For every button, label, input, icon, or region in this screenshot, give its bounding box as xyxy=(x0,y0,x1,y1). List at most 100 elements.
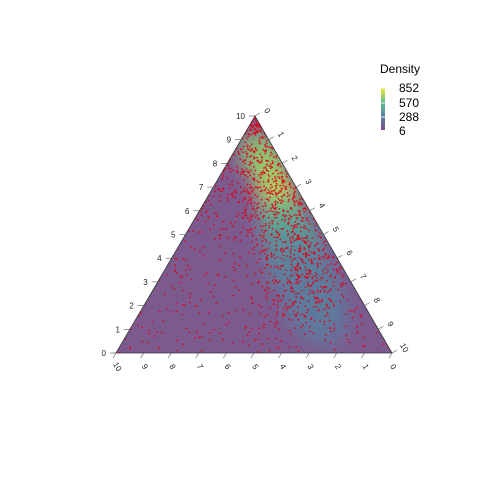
sample-point xyxy=(254,210,257,213)
sample-point xyxy=(161,331,164,334)
sample-point xyxy=(276,175,279,178)
sample-point xyxy=(305,255,307,258)
sample-point xyxy=(293,196,296,198)
sample-point xyxy=(279,340,282,343)
sample-point xyxy=(266,337,269,340)
sample-point xyxy=(237,151,240,153)
sample-point xyxy=(192,230,195,233)
sample-point xyxy=(253,128,256,131)
sample-point xyxy=(280,250,282,252)
sample-point xyxy=(242,151,244,154)
sample-point xyxy=(214,190,216,193)
sample-point xyxy=(258,218,261,221)
sample-point xyxy=(351,316,354,319)
sample-point xyxy=(344,325,347,328)
sample-point xyxy=(287,223,289,225)
sample-point xyxy=(268,242,271,244)
sample-point xyxy=(248,163,251,166)
sample-point xyxy=(336,271,339,274)
sample-point xyxy=(286,210,289,213)
sample-point xyxy=(236,169,239,172)
sample-point xyxy=(296,269,299,272)
sample-point xyxy=(268,226,271,229)
sample-point xyxy=(262,181,265,183)
sample-point xyxy=(303,246,306,249)
sample-point xyxy=(306,217,308,219)
sample-point xyxy=(272,299,274,301)
sample-point xyxy=(278,199,281,202)
sample-point xyxy=(279,265,282,268)
sample-point xyxy=(281,250,284,253)
sample-point xyxy=(248,132,250,135)
sample-point xyxy=(297,265,300,268)
sample-point xyxy=(291,288,294,290)
sample-point xyxy=(272,156,275,158)
sample-point xyxy=(232,266,235,269)
sample-point xyxy=(214,284,216,287)
sample-point xyxy=(274,200,277,203)
sample-point xyxy=(251,298,253,300)
sample-point xyxy=(281,176,284,179)
sample-point xyxy=(303,211,306,213)
sample-point xyxy=(317,235,319,237)
sample-point xyxy=(311,276,314,279)
sample-point xyxy=(259,234,261,237)
sample-point xyxy=(336,261,338,264)
bottom-axis-tick-mark xyxy=(250,352,255,359)
sample-point xyxy=(296,313,298,316)
sample-point xyxy=(256,214,259,217)
sample-point xyxy=(263,214,266,217)
sample-point xyxy=(304,237,306,240)
sample-point xyxy=(263,172,266,175)
sample-point xyxy=(219,237,222,240)
sample-point xyxy=(270,192,273,195)
sample-point xyxy=(181,276,184,279)
sample-point xyxy=(246,188,249,191)
sample-point xyxy=(276,211,279,214)
sample-point xyxy=(294,282,297,285)
sample-point xyxy=(246,275,248,278)
sample-point xyxy=(242,212,244,214)
sample-point xyxy=(244,326,247,329)
sample-point xyxy=(318,249,320,252)
sample-point xyxy=(274,216,276,219)
sample-point xyxy=(279,171,282,174)
sample-point xyxy=(276,346,279,348)
sample-point xyxy=(290,206,292,209)
sample-point xyxy=(326,305,328,307)
sample-point xyxy=(295,214,298,217)
sample-point xyxy=(251,228,253,231)
sample-point xyxy=(280,201,283,203)
sample-point xyxy=(344,313,347,315)
sample-point xyxy=(273,289,275,292)
sample-point xyxy=(258,280,260,283)
sample-point xyxy=(153,335,156,337)
sample-point xyxy=(333,329,335,331)
sample-point xyxy=(248,313,251,315)
sample-point xyxy=(253,150,256,153)
sample-point xyxy=(321,269,324,272)
sample-point xyxy=(251,208,254,210)
bottom-axis-tick-mark xyxy=(112,352,117,359)
sample-point xyxy=(246,152,249,155)
sample-point xyxy=(266,292,268,295)
sample-point xyxy=(329,288,332,291)
sample-point xyxy=(254,186,257,189)
sample-point xyxy=(189,296,192,299)
sample-point xyxy=(221,190,224,193)
right-axis-tick-label: 2 xyxy=(290,154,300,163)
sample-point xyxy=(275,244,278,247)
sample-point xyxy=(252,126,255,129)
sample-point xyxy=(274,265,276,268)
sample-point xyxy=(279,238,282,240)
sample-point xyxy=(261,240,264,243)
sample-point xyxy=(291,265,294,268)
sample-point xyxy=(255,238,258,241)
sample-point xyxy=(253,246,256,249)
left-axis-ticks: 0 1 2 3 4 5 6 7 8 9 10 xyxy=(102,112,255,358)
sample-point xyxy=(259,190,262,193)
sample-point xyxy=(300,258,302,261)
sample-point xyxy=(271,178,274,181)
sample-point xyxy=(232,195,235,197)
